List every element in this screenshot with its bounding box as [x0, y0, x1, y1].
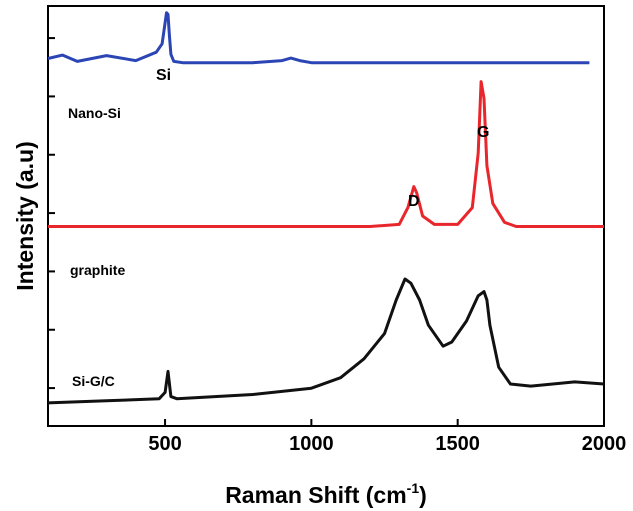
series-line-si-g-c [47, 277, 605, 405]
graphite-label: graphite [70, 262, 125, 278]
x-axis-title-main: Raman Shift (cm [225, 482, 406, 508]
si-peak-label: Si [156, 67, 171, 84]
x-tick-label: 1000 [289, 433, 334, 455]
x-axis-title: Raman Shift (cm-1) [225, 480, 427, 508]
series-line-nano-si [47, 11, 590, 65]
d-peak-label: D [408, 193, 420, 210]
plot-frame [47, 5, 605, 427]
series-layer [47, 11, 605, 405]
nano-si-label: Nano-Si [68, 105, 121, 121]
x-tick-label: 500 [148, 433, 181, 455]
x-axis-title-sup: -1 [407, 480, 420, 496]
x-tick-label: 2000 [582, 433, 627, 455]
y-axis-title: Intensity (a.u) [12, 141, 38, 291]
x-axis-title-end: ) [419, 482, 427, 508]
y-axis-ticks [48, 37, 55, 390]
g-peak-label: G [477, 124, 489, 141]
x-tick-label: 1500 [435, 433, 480, 455]
x-axis-ticks: 500 1000 1500 2000 [148, 419, 626, 455]
series-line-graphite [48, 80, 604, 228]
sigc-label: Si-G/C [72, 373, 115, 389]
